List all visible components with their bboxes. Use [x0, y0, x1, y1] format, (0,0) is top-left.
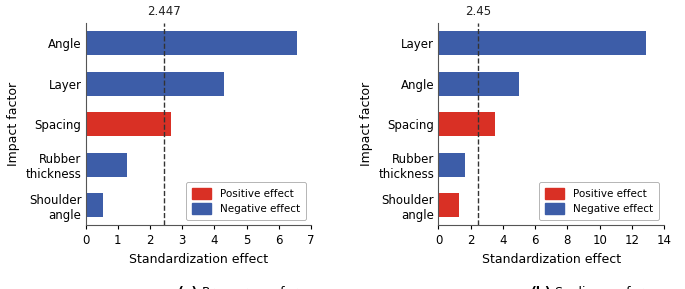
- Text: Sealing performance: Sealing performance: [551, 286, 685, 289]
- Text: (b): (b): [531, 286, 551, 289]
- Bar: [86, 31, 297, 55]
- Text: (a): (a): [178, 286, 199, 289]
- Bar: [438, 112, 495, 136]
- Bar: [86, 153, 127, 177]
- Text: 2.45: 2.45: [465, 5, 491, 18]
- Bar: [438, 153, 465, 177]
- Legend: Positive effect, Negative effect: Positive effect, Negative effect: [539, 182, 659, 220]
- Y-axis label: Impact factor: Impact factor: [360, 82, 373, 166]
- Text: 2.447: 2.447: [147, 5, 182, 18]
- Y-axis label: Impact factor: Impact factor: [7, 82, 20, 166]
- X-axis label: Standardization effect: Standardization effect: [129, 253, 268, 266]
- Bar: [86, 112, 171, 136]
- X-axis label: Standardization effect: Standardization effect: [482, 253, 621, 266]
- Bar: [438, 72, 519, 96]
- Bar: [438, 193, 460, 217]
- Legend: Positive effect, Negative effect: Positive effect, Negative effect: [186, 182, 306, 220]
- Bar: [86, 72, 224, 96]
- Bar: [86, 193, 103, 217]
- Text: Pressure performance: Pressure performance: [199, 286, 340, 289]
- Bar: [438, 31, 645, 55]
